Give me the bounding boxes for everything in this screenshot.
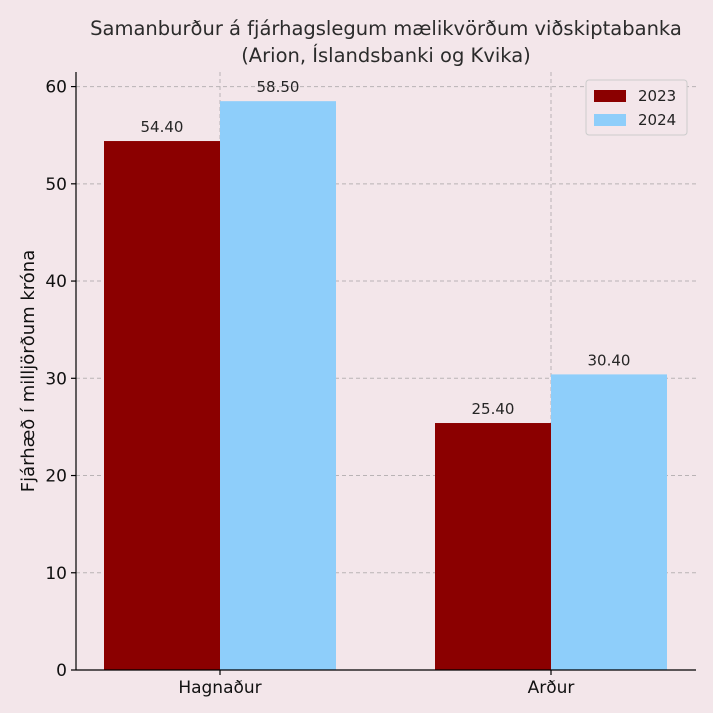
y-tick-label-60: 60	[45, 78, 67, 98]
y-tick-label-20: 20	[45, 467, 67, 487]
y-tick-label-10: 10	[45, 564, 67, 584]
data-label-2023-Arður: 25.40	[472, 400, 515, 418]
axes	[71, 72, 696, 675]
bars	[104, 101, 667, 671]
y-tick-label-30: 30	[45, 369, 67, 389]
y-tick-label-40: 40	[45, 272, 67, 292]
legend-label-2023: 2023	[638, 87, 676, 105]
y-tick-label-0: 0	[56, 661, 67, 681]
chart-title: Samanburður á fjárhagslegum mælikvörðum …	[90, 17, 682, 40]
legend-swatch-2024	[594, 114, 626, 126]
tick-labels: 0 10 20 30 40 50 60 Hagnaður Arður	[45, 78, 574, 698]
data-label-2024-Arður: 30.40	[588, 351, 631, 369]
x-tick-label-0: Hagnaður	[178, 678, 261, 698]
legend-label-2024: 2024	[638, 111, 676, 129]
y-axis-label: Fjárhæð í milljörðum króna	[18, 250, 39, 493]
legend-swatch-2023	[594, 90, 626, 102]
bar-2023-Arður	[435, 423, 551, 670]
y-tick-label-50: 50	[45, 175, 67, 195]
bar-2023-Hagnaður	[104, 141, 220, 670]
legend: 2023 2024	[585, 79, 688, 136]
chart-subtitle: (Arion, Íslandsbanki og Kvika)	[241, 44, 531, 67]
data-label-2023-Hagnaður: 54.40	[141, 118, 184, 136]
data-labels: 54.40 25.40 58.50 30.40	[141, 78, 631, 418]
data-label-2024-Hagnaður: 58.50	[257, 78, 300, 96]
x-tick-label-1: Arður	[528, 678, 575, 698]
bar-2024-Hagnaður	[220, 101, 336, 671]
bar-2024-Arður	[551, 374, 667, 670]
